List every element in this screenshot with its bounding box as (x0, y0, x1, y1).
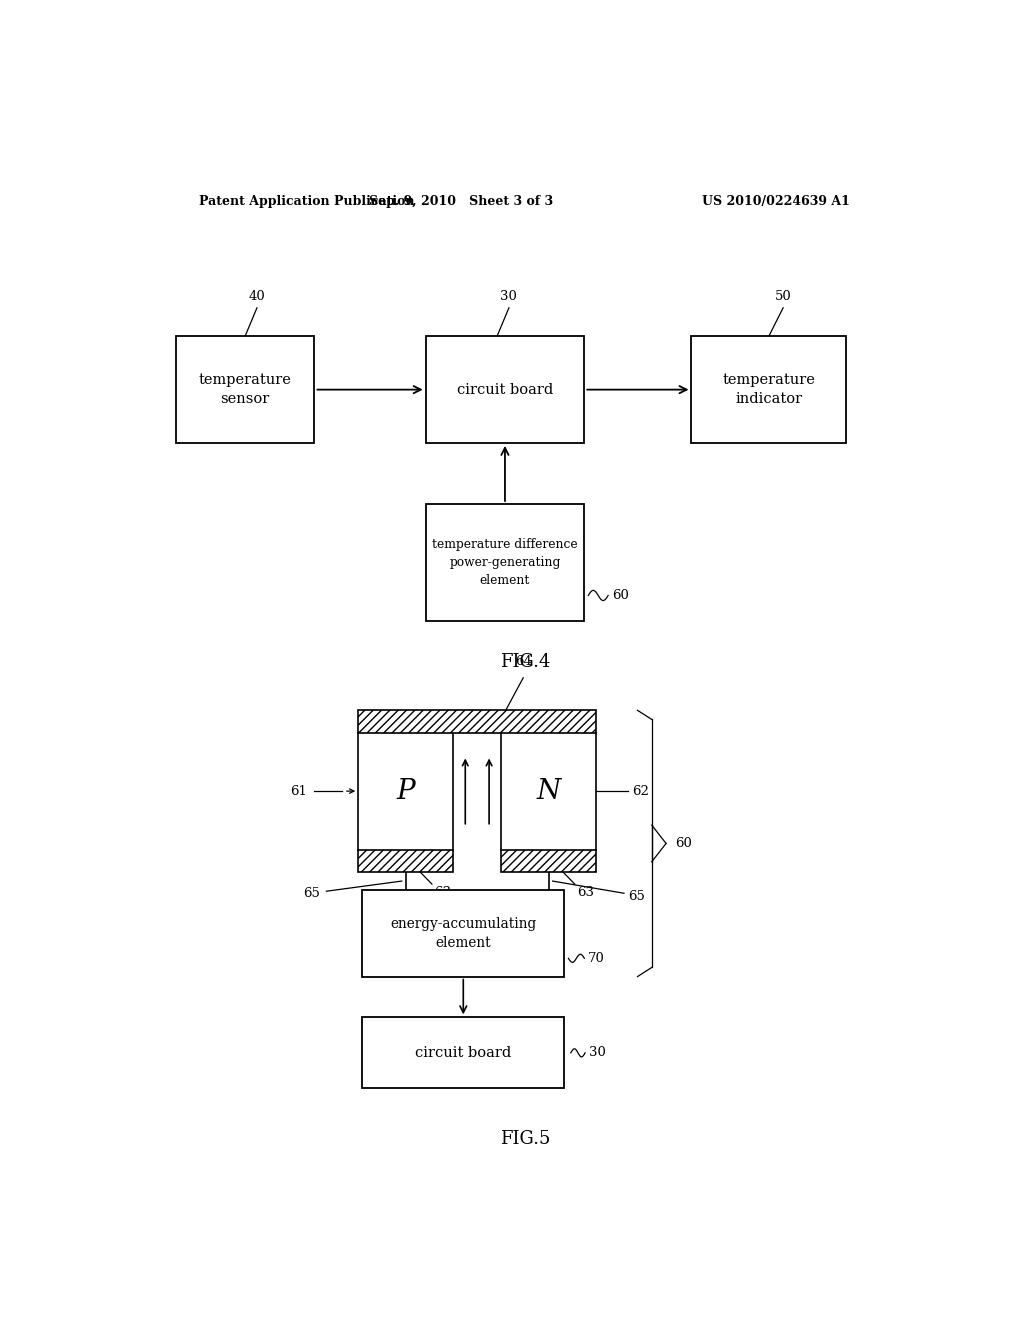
Text: 65: 65 (628, 890, 645, 903)
Text: 60: 60 (612, 589, 629, 602)
Text: N: N (537, 777, 561, 805)
Text: 40: 40 (249, 289, 265, 302)
Text: temperature difference
power-generating
element: temperature difference power-generating … (432, 539, 578, 587)
Bar (362, 890, 564, 977)
Text: 63: 63 (434, 886, 452, 899)
Text: 63: 63 (578, 886, 594, 899)
Text: 65: 65 (303, 887, 321, 900)
Text: 30: 30 (589, 1047, 606, 1060)
Bar (362, 1018, 564, 1089)
Text: circuit board: circuit board (457, 383, 553, 396)
Bar (358, 850, 454, 873)
Bar (426, 337, 585, 444)
Text: 50: 50 (775, 289, 792, 302)
Text: 30: 30 (501, 289, 517, 302)
Text: 70: 70 (588, 952, 605, 965)
Text: 61: 61 (290, 784, 306, 797)
Bar (501, 850, 596, 873)
Text: temperature
sensor: temperature sensor (199, 372, 292, 407)
Text: 64: 64 (515, 655, 531, 668)
Text: circuit board: circuit board (415, 1045, 511, 1060)
Text: 60: 60 (676, 837, 692, 850)
Text: P: P (396, 777, 415, 805)
Text: Patent Application Publication: Patent Application Publication (200, 194, 415, 207)
Text: FIG.4: FIG.4 (500, 652, 550, 671)
Bar (691, 337, 846, 444)
Bar (176, 337, 314, 444)
Text: 62: 62 (632, 784, 649, 797)
Text: energy-accumulating
element: energy-accumulating element (390, 916, 537, 950)
Bar (358, 710, 596, 733)
Text: US 2010/0224639 A1: US 2010/0224639 A1 (702, 194, 850, 207)
Text: FIG.5: FIG.5 (500, 1130, 550, 1148)
Text: temperature
indicator: temperature indicator (722, 372, 815, 407)
Bar (426, 504, 585, 620)
Text: Sep. 9, 2010   Sheet 3 of 3: Sep. 9, 2010 Sheet 3 of 3 (370, 194, 553, 207)
